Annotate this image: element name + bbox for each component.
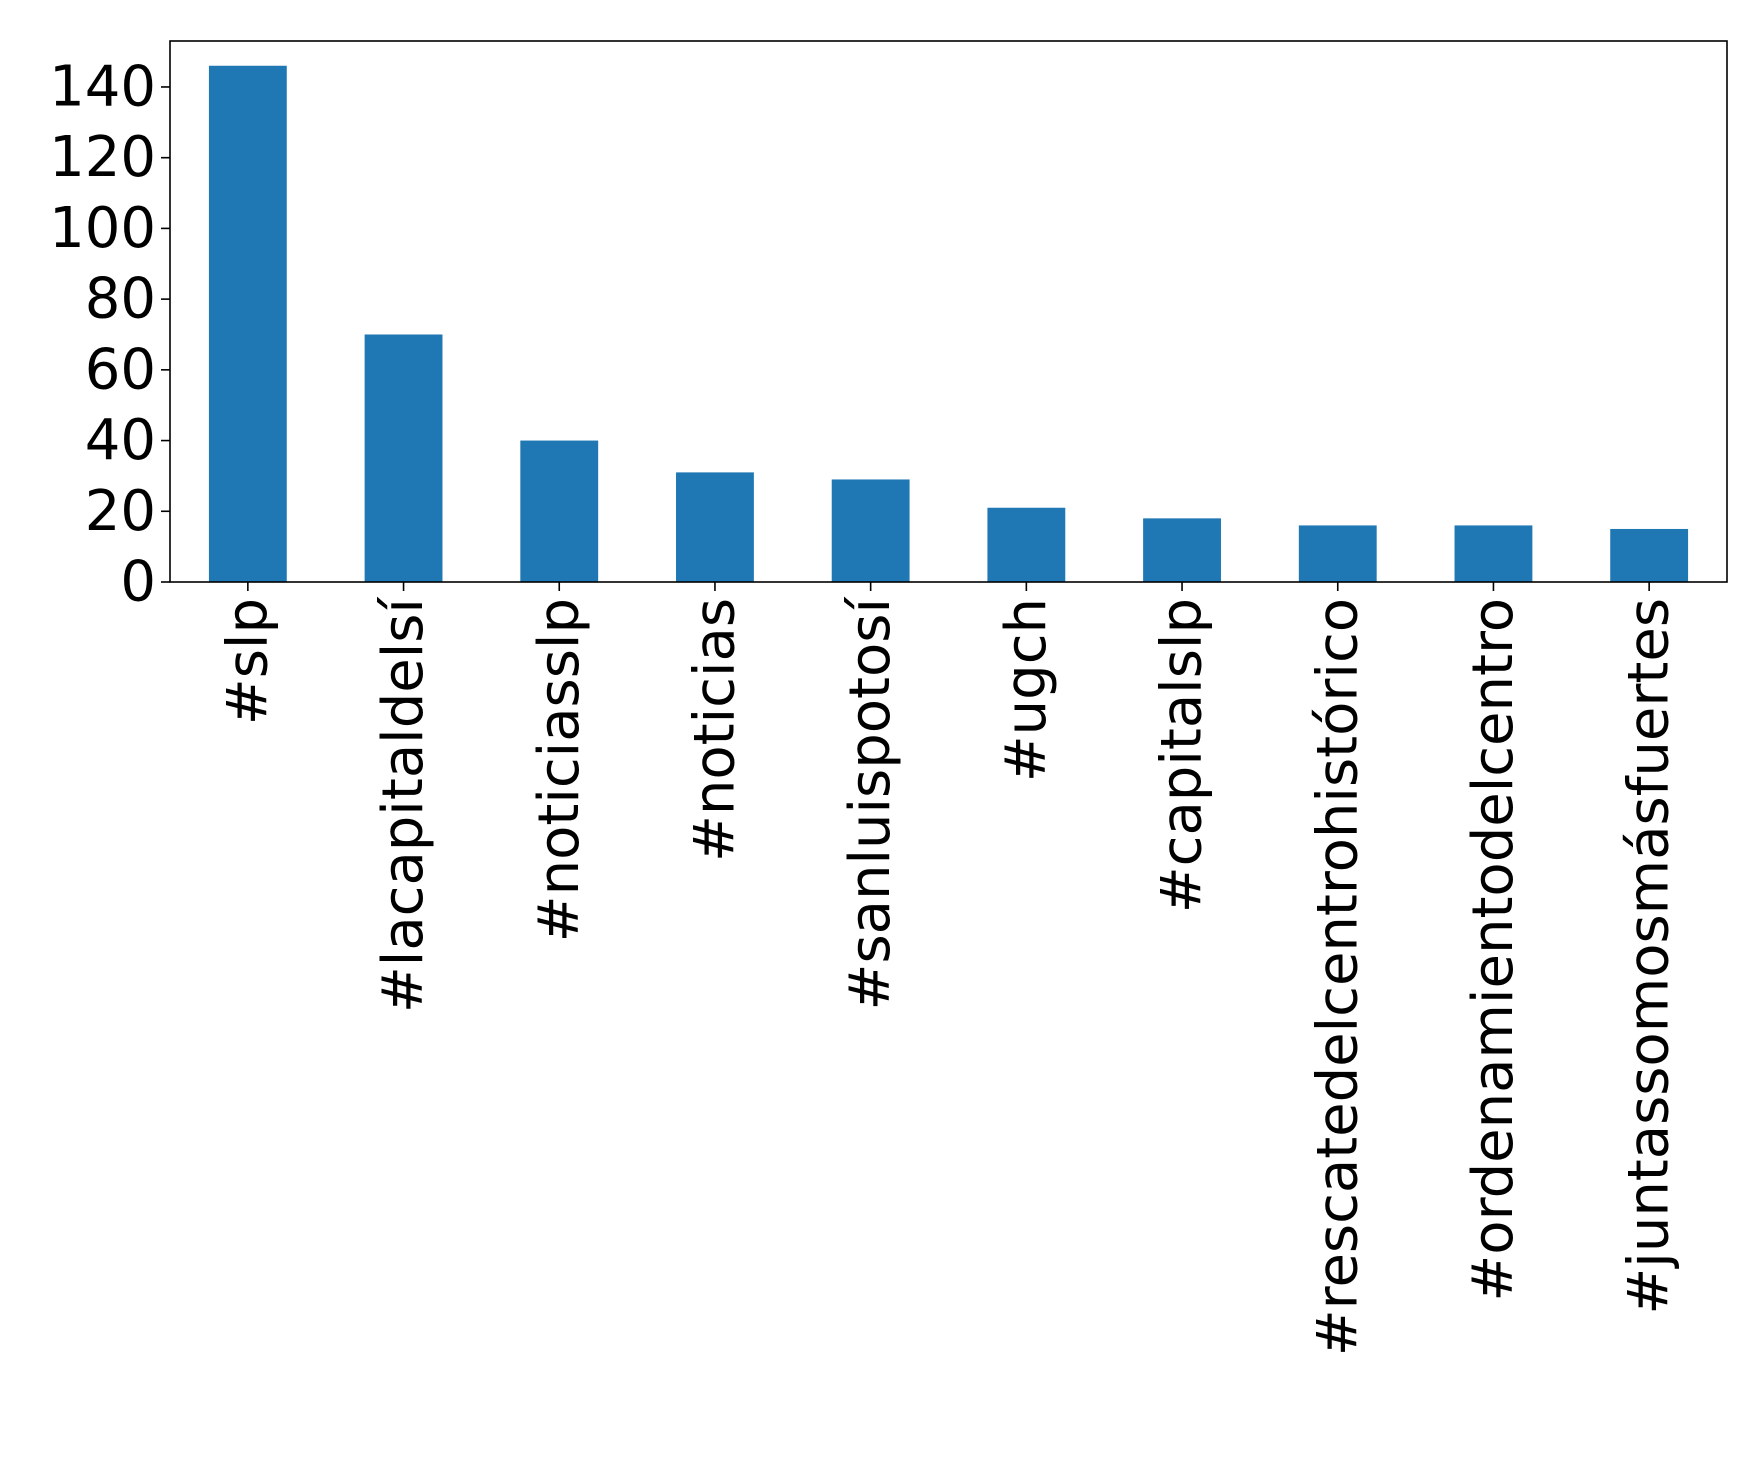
y-tick-label-2: 40 <box>85 408 156 473</box>
x-tick-label-8: #ordenamientodelcentro <box>1461 598 1526 1302</box>
bar-8 <box>1454 525 1533 582</box>
y-tick-label-1: 20 <box>85 479 156 544</box>
y-tick-label-6: 120 <box>49 125 156 190</box>
bar-1 <box>364 334 443 582</box>
bars <box>208 65 1689 582</box>
x-tick-label-7: #rescatedelcentrohistórico <box>1305 598 1370 1356</box>
x-tick-label-1: #lacapitaldelsí <box>371 596 436 1014</box>
bar-3 <box>676 472 754 582</box>
y-tick-label-4: 80 <box>85 267 156 332</box>
bar-2 <box>520 440 599 582</box>
bar-7 <box>1298 525 1377 582</box>
y-tick-label-5: 100 <box>49 196 156 261</box>
bar-9 <box>1610 528 1689 582</box>
y-tick-label-3: 60 <box>85 337 156 402</box>
bar-4 <box>831 479 910 582</box>
x-tick-label-3: #noticias <box>682 598 747 862</box>
x-tick-label-9: #juntassomosmásfuertes <box>1617 598 1682 1315</box>
x-axis: #slp #lacapitaldelsí #noticiasslp #noticias… <box>215 582 1682 1356</box>
bar-5 <box>987 507 1066 582</box>
x-tick-label-6: #capitalslp <box>1150 598 1215 913</box>
x-tick-label-2: #noticiasslp <box>527 598 592 942</box>
x-tick-label-4: #sanluispotosí <box>838 596 903 1011</box>
y-tick-label-0: 0 <box>120 550 156 615</box>
x-tick-label-0: #slp <box>215 598 280 725</box>
y-tick-label-7: 140 <box>49 54 156 119</box>
bar-0 <box>208 65 287 582</box>
bar-6 <box>1143 518 1221 582</box>
plot-frame <box>169 40 1728 583</box>
x-tick-label-5: #ugch <box>994 598 1059 782</box>
